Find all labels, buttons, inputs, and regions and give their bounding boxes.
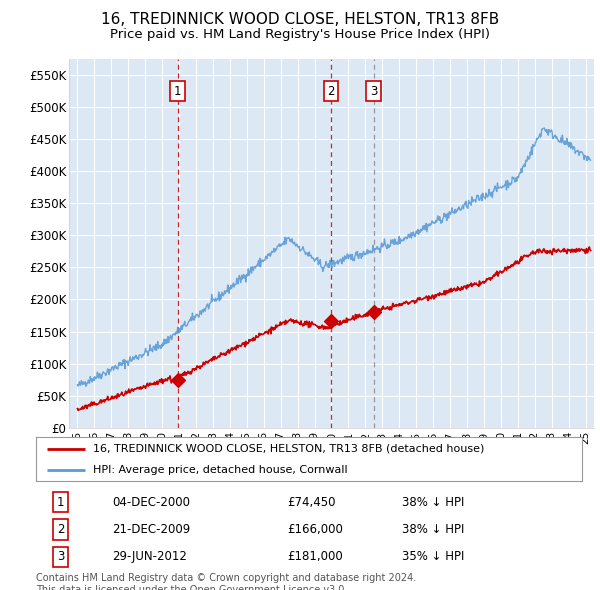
Point	[326, 317, 336, 326]
Text: 35% ↓ HPI: 35% ↓ HPI	[402, 550, 464, 563]
Text: 16, TREDINNICK WOOD CLOSE, HELSTON, TR13 8FB: 16, TREDINNICK WOOD CLOSE, HELSTON, TR13…	[101, 12, 499, 27]
Text: Contains HM Land Registry data © Crown copyright and database right 2024.
This d: Contains HM Land Registry data © Crown c…	[36, 573, 416, 590]
Text: 21-DEC-2009: 21-DEC-2009	[112, 523, 191, 536]
Text: £74,450: £74,450	[287, 496, 335, 509]
Text: 1: 1	[57, 496, 64, 509]
Text: £181,000: £181,000	[287, 550, 343, 563]
Point	[369, 307, 379, 316]
Text: 3: 3	[57, 550, 64, 563]
Text: 38% ↓ HPI: 38% ↓ HPI	[402, 523, 464, 536]
Text: £166,000: £166,000	[287, 523, 343, 536]
Text: 04-DEC-2000: 04-DEC-2000	[112, 496, 190, 509]
Text: 16, TREDINNICK WOOD CLOSE, HELSTON, TR13 8FB (detached house): 16, TREDINNICK WOOD CLOSE, HELSTON, TR13…	[94, 444, 485, 454]
Text: 29-JUN-2012: 29-JUN-2012	[112, 550, 187, 563]
Text: 2: 2	[327, 84, 335, 97]
Text: HPI: Average price, detached house, Cornwall: HPI: Average price, detached house, Corn…	[94, 465, 348, 475]
Text: 38% ↓ HPI: 38% ↓ HPI	[402, 496, 464, 509]
Point	[173, 375, 182, 385]
Text: 2: 2	[57, 523, 64, 536]
Text: 1: 1	[174, 84, 181, 97]
Text: Price paid vs. HM Land Registry's House Price Index (HPI): Price paid vs. HM Land Registry's House …	[110, 28, 490, 41]
Text: 3: 3	[370, 84, 377, 97]
